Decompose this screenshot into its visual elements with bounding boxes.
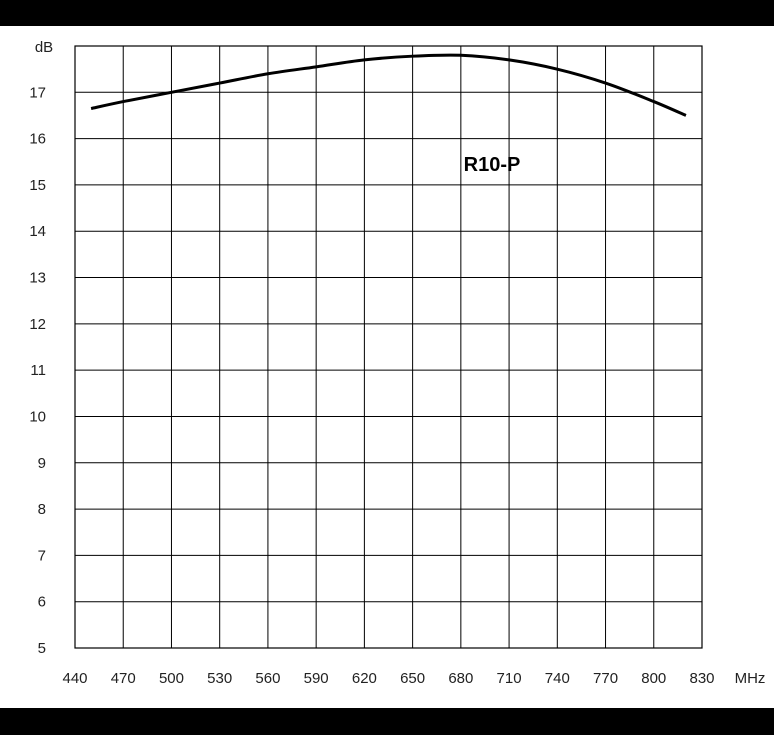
plot-frame [74,45,703,649]
y-tick-labels: 5 6 7 8 9 10 11 12 13 14 15 16 17 [29,84,46,657]
x-tick-label: 470 [111,670,136,687]
x-tick-label: 440 [62,670,87,687]
series-line [90,53,687,117]
x-tick-label: 530 [207,670,232,687]
x-tick-label: 650 [400,670,425,687]
x-tick-label: 590 [304,670,329,687]
x-tick-label: 770 [593,670,618,687]
chart-area: 5 6 7 8 9 10 11 12 13 14 15 16 17 440 470 500 530 560 590… [0,26,774,708]
x-tick-label: 710 [497,670,522,687]
x-tick-label: 560 [255,670,280,687]
y-tick-label: 16 [29,131,46,148]
series-annotation: R10-P [464,154,521,176]
y-tick-label: 17 [29,84,46,101]
x-tick-labels: 440 470 500 530 560 590 620 650 680 710 740 770 800 8… [62,670,714,687]
x-tick-label: 500 [159,670,184,687]
y-tick-label: 10 [29,408,46,425]
y-tick-label: 5 [38,640,46,657]
grid [74,45,703,649]
y-tick-label: 14 [29,223,46,240]
y-tick-label: 15 [29,177,46,194]
y-tick-label: 11 [30,362,46,379]
y-tick-label: 12 [29,316,46,333]
x-tick-label: 830 [689,670,714,687]
y-tick-label: 9 [38,455,46,472]
y-tick-label: 6 [38,594,46,611]
y-tick-label: 13 [29,270,46,287]
x-tick-label: 740 [545,670,570,687]
x-tick-label: 680 [448,670,473,687]
y-unit-label: dB [35,39,53,56]
x-tick-label: 800 [641,670,666,687]
gain-chart: 5 6 7 8 9 10 11 12 13 14 15 16 17 440 470 500 530 560 590… [29,39,766,687]
y-tick-label: 8 [38,501,46,518]
y-tick-label: 7 [38,547,46,564]
x-tick-label: 620 [352,670,377,687]
x-unit-label: MHz [735,670,766,687]
